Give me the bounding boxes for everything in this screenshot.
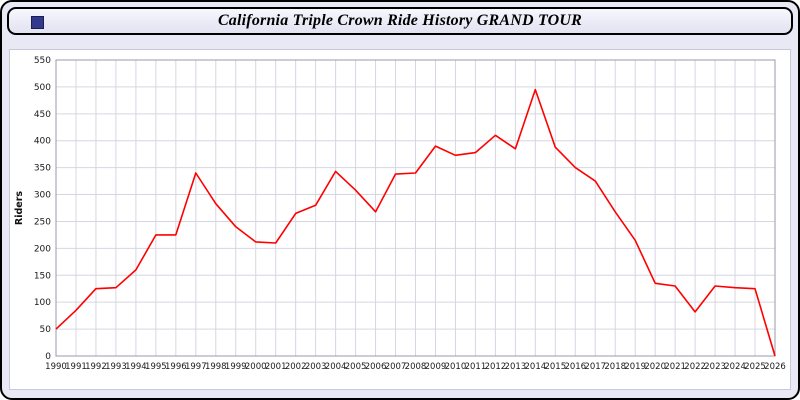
x-tick-label: 2000	[245, 362, 267, 372]
plot-border	[55, 59, 776, 357]
x-tick-label: 1998	[205, 362, 227, 372]
x-tick-label: 1990	[45, 362, 67, 372]
x-tick-label: 2013	[505, 362, 527, 372]
x-tick-label: 2001	[265, 362, 287, 372]
y-tick-label: 100	[34, 298, 51, 308]
x-tick-label: 1995	[145, 362, 167, 372]
x-tick-label: 2010	[445, 362, 467, 372]
x-tick-label: 2009	[425, 362, 447, 372]
y-tick-label: 300	[34, 191, 51, 201]
y-axis-label: Riders	[14, 191, 25, 226]
x-tick-label: 2015	[544, 362, 566, 372]
x-tick-label: 2017	[584, 362, 606, 372]
x-tick-label: 1997	[185, 362, 207, 372]
page-title: California Triple Crown Ride History GRA…	[217, 12, 583, 29]
x-tick-label: 2002	[285, 362, 307, 372]
x-tick-label: 1999	[225, 362, 247, 372]
riders-line	[55, 88, 776, 357]
x-tick-label: 1996	[165, 362, 187, 372]
x-tick-label: 2007	[385, 362, 407, 372]
x-tick-label: 1993	[105, 362, 127, 372]
y-tick-label: 450	[34, 110, 51, 120]
x-tick-label: 1991	[65, 362, 87, 372]
x-tick-label: 2004	[325, 362, 347, 372]
x-tick-label: 2012	[485, 362, 507, 372]
corner-square-icon	[31, 16, 44, 29]
x-tick-label: 2018	[604, 362, 626, 372]
x-tick-label: 2021	[664, 362, 686, 372]
x-tick-label: 2019	[624, 362, 646, 372]
x-tick-label: 2025	[744, 362, 766, 372]
x-tick-label: 2024	[724, 362, 746, 372]
title-bar: California Triple Crown Ride History GRA…	[7, 7, 793, 35]
x-tick-label: 2022	[684, 362, 706, 372]
chart-svg: 0501001502002503003504004505005501990199…	[14, 56, 786, 372]
chart-panel: 0 50 100 150 200 250 300 350 400 450 500 550 1990 199…	[9, 49, 791, 390]
y-tick-label: 50	[40, 325, 52, 335]
y-tick-label: 150	[34, 271, 51, 281]
y-tick-label: 250	[34, 217, 51, 227]
y-tick-label: 400	[34, 137, 51, 147]
x-tick-label: 2008	[405, 362, 427, 372]
y-tick-label: 0	[45, 352, 51, 362]
x-tick-label: 2026	[764, 362, 786, 372]
y-tick-label: 350	[34, 164, 51, 174]
x-tick-label: 1994	[125, 362, 147, 372]
x-tick-label: 2011	[465, 362, 487, 372]
y-tick-label: 500	[34, 83, 51, 93]
x-tick-label: 2020	[644, 362, 666, 372]
y-tick-label: 200	[34, 244, 51, 254]
x-tick-label: 2016	[564, 362, 586, 372]
x-tick-label: 2023	[704, 362, 726, 372]
x-tick-label: 2006	[365, 362, 387, 372]
x-tick-label: 1992	[85, 362, 107, 372]
x-tick-label: 2003	[305, 362, 327, 372]
x-tick-label: 2005	[345, 362, 367, 372]
y-tick-label: 550	[34, 56, 51, 66]
ride-history-chart: 0 50 100 150 200 250 300 350 400 450 500 550 1990 199…	[10, 50, 790, 392]
x-tick-label: 2014	[525, 362, 547, 372]
